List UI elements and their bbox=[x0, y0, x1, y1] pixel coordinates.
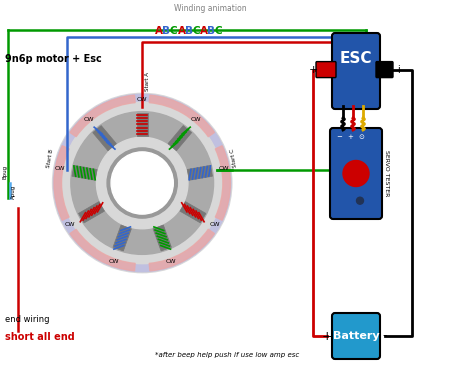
Text: C: C bbox=[170, 26, 178, 36]
Text: end wiring: end wiring bbox=[5, 315, 49, 324]
Text: SERVO TESTER: SERVO TESTER bbox=[384, 150, 390, 197]
Text: CW: CW bbox=[209, 222, 219, 227]
Polygon shape bbox=[137, 113, 148, 136]
Text: B: B bbox=[185, 26, 193, 36]
Text: C: C bbox=[215, 26, 223, 36]
Text: CW: CW bbox=[191, 117, 201, 122]
Polygon shape bbox=[168, 126, 191, 151]
Text: CW: CW bbox=[83, 117, 94, 122]
Text: CW: CW bbox=[165, 259, 176, 264]
FancyBboxPatch shape bbox=[330, 128, 382, 219]
Polygon shape bbox=[113, 225, 131, 251]
Polygon shape bbox=[187, 165, 212, 180]
Text: CW: CW bbox=[137, 97, 147, 102]
Circle shape bbox=[107, 148, 177, 218]
Text: short all end: short all end bbox=[5, 332, 75, 342]
Text: CW: CW bbox=[109, 259, 119, 264]
Wedge shape bbox=[70, 95, 135, 137]
Text: 9n6p motor + Esc: 9n6p motor + Esc bbox=[5, 54, 102, 64]
Text: Winding animation: Winding animation bbox=[173, 4, 246, 13]
Circle shape bbox=[71, 112, 214, 254]
Text: i: i bbox=[398, 65, 401, 75]
Wedge shape bbox=[70, 229, 135, 271]
Text: +: + bbox=[322, 329, 332, 343]
FancyBboxPatch shape bbox=[316, 61, 336, 78]
Circle shape bbox=[111, 152, 173, 214]
Text: +: + bbox=[347, 134, 353, 140]
Polygon shape bbox=[79, 202, 104, 223]
Text: Apug: Apug bbox=[10, 185, 16, 199]
Polygon shape bbox=[93, 126, 116, 151]
Text: C: C bbox=[192, 26, 200, 36]
Text: ⊙: ⊙ bbox=[358, 134, 364, 140]
Text: A: A bbox=[155, 26, 163, 36]
Polygon shape bbox=[180, 202, 206, 223]
Text: −: − bbox=[336, 134, 342, 140]
Text: Battery: Battery bbox=[333, 331, 379, 341]
FancyBboxPatch shape bbox=[332, 313, 380, 359]
Circle shape bbox=[96, 137, 188, 229]
Text: +: + bbox=[308, 65, 318, 75]
Text: Start B: Start B bbox=[46, 148, 55, 168]
Text: ESC: ESC bbox=[340, 51, 372, 66]
FancyBboxPatch shape bbox=[332, 33, 380, 109]
Text: A: A bbox=[200, 26, 208, 36]
Text: CW: CW bbox=[65, 222, 75, 227]
Wedge shape bbox=[149, 95, 214, 137]
Text: Start A: Start A bbox=[145, 72, 150, 91]
Circle shape bbox=[53, 93, 232, 273]
Wedge shape bbox=[215, 146, 230, 220]
Wedge shape bbox=[54, 146, 69, 220]
Polygon shape bbox=[153, 225, 172, 251]
Text: Start C: Start C bbox=[230, 148, 238, 168]
Polygon shape bbox=[72, 165, 97, 180]
Text: -: - bbox=[383, 329, 387, 343]
Text: CW: CW bbox=[55, 166, 65, 171]
Circle shape bbox=[343, 161, 369, 187]
Text: CW: CW bbox=[219, 166, 229, 171]
FancyBboxPatch shape bbox=[376, 61, 393, 78]
Text: A: A bbox=[177, 26, 185, 36]
Text: B: B bbox=[208, 26, 216, 36]
Circle shape bbox=[54, 94, 231, 272]
Circle shape bbox=[62, 102, 223, 264]
Text: Bpug: Bpug bbox=[2, 165, 8, 179]
Text: B: B bbox=[163, 26, 171, 36]
Wedge shape bbox=[149, 229, 214, 271]
Text: *after beep help push if use low amp esc: *after beep help push if use low amp esc bbox=[155, 352, 300, 358]
Circle shape bbox=[356, 197, 364, 204]
